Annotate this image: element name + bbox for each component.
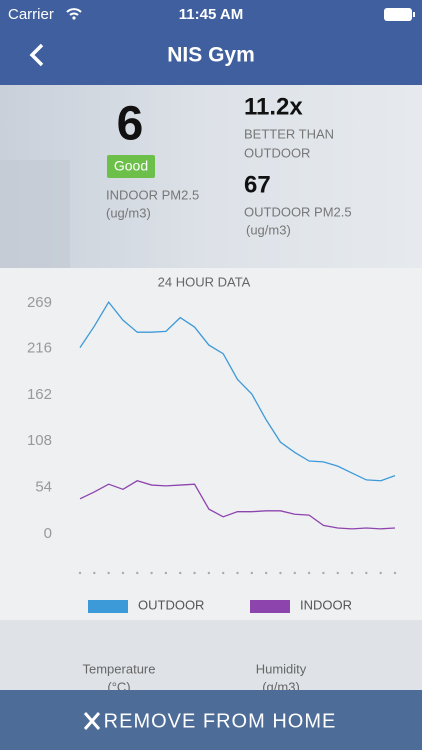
series-line xyxy=(79,480,396,530)
x-axis-dot xyxy=(179,571,182,575)
x-axis-dot xyxy=(193,571,196,575)
remove-button-overlay[interactable] xyxy=(0,690,422,750)
legend-label: INDOOR xyxy=(300,597,352,612)
outdoor-unit: (ug/m3) xyxy=(246,222,291,237)
x-axis-dot xyxy=(393,571,397,575)
background-building xyxy=(0,160,70,268)
x-axis-dot xyxy=(207,571,211,575)
metric-label: Temperature xyxy=(83,661,156,676)
x-axis-dot xyxy=(336,571,339,575)
close-icon xyxy=(83,712,101,730)
x-axis-dot xyxy=(379,571,382,575)
ratio: 11.2x xyxy=(244,93,303,120)
x-axis-dot xyxy=(250,571,254,575)
x-axis-dot xyxy=(264,571,268,575)
metric-label: Humidity xyxy=(256,661,307,676)
indoor-label: INDOOR PM2.5 xyxy=(106,187,199,202)
x-axis-dot xyxy=(279,571,282,575)
x-axis-dot xyxy=(107,571,110,575)
chart-panel xyxy=(0,268,422,620)
outdoor-value: 67 xyxy=(244,171,271,198)
y-tick-label: 108 xyxy=(27,432,52,449)
x-axis-dot xyxy=(322,571,325,575)
x-axis-dot xyxy=(136,571,139,575)
x-axis-dot xyxy=(236,571,239,575)
metrics-panel xyxy=(0,620,422,690)
indoor-badge xyxy=(107,155,155,178)
x-axis-dot xyxy=(365,571,368,575)
y-tick-label: 54 xyxy=(35,479,52,496)
y-tick-label: 0 xyxy=(44,525,52,542)
x-axis-dot xyxy=(121,571,125,575)
x-axis-dot xyxy=(164,571,168,575)
y-tick-label: 162 xyxy=(27,386,52,403)
back-button[interactable] xyxy=(29,43,44,67)
carrier: Carrier xyxy=(8,6,54,23)
x-axis-dot xyxy=(221,571,225,575)
nav-title: NIS Gym xyxy=(167,44,255,67)
indoor-value: 6 xyxy=(117,98,144,151)
series-line xyxy=(79,300,396,482)
ratio-line: BETTER THAN xyxy=(244,126,334,141)
wifi-icon xyxy=(72,16,76,20)
ratio-line: OUTDOOR xyxy=(244,145,310,160)
legend-label: OUTDOOR xyxy=(138,597,204,612)
summary-panel xyxy=(0,85,422,268)
legend-swatch xyxy=(88,600,128,613)
x-axis-dot xyxy=(150,571,153,575)
x-axis-dot xyxy=(78,571,82,575)
y-tick-label: 269 xyxy=(27,294,52,311)
x-axis-dot xyxy=(350,571,354,575)
x-axis-dot xyxy=(93,571,96,575)
indoor-badge-text: Good xyxy=(114,158,148,174)
x-axis-dot xyxy=(293,571,296,575)
y-tick-label: 216 xyxy=(27,339,52,356)
outdoor-label: OUTDOOR PM2.5 xyxy=(244,204,352,219)
battery-icon xyxy=(413,12,415,17)
clock: 11:45 AM xyxy=(179,6,243,23)
legend-swatch xyxy=(250,600,290,613)
chart-title: 24 HOUR DATA xyxy=(158,274,251,289)
remove-button-label[interactable]: REMOVE FROM HOME xyxy=(104,710,337,732)
indoor-unit: (ug/m3) xyxy=(106,205,151,220)
battery-icon xyxy=(384,8,412,21)
wifi-icon xyxy=(66,8,82,16)
x-axis-dot xyxy=(307,571,311,575)
